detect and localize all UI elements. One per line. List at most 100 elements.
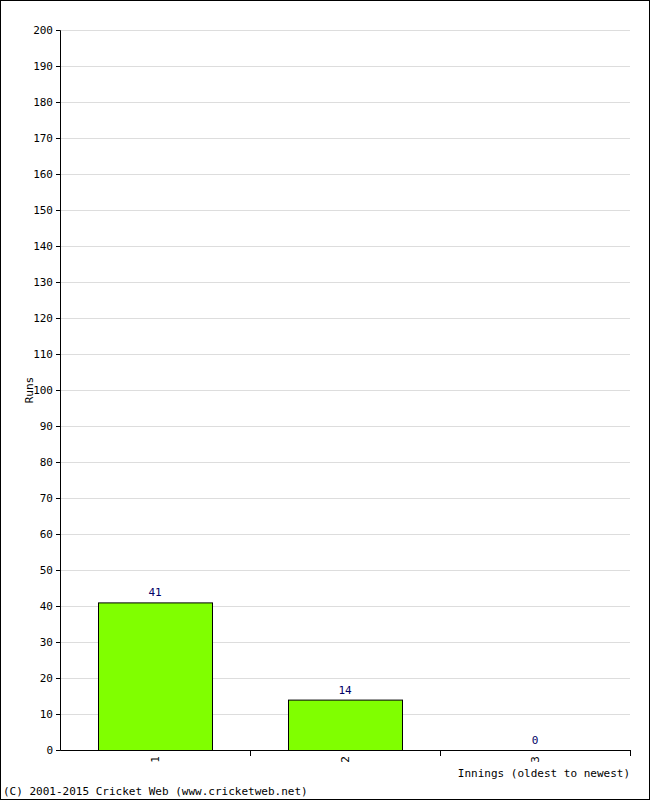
y-tick-label: 120 (33, 312, 53, 325)
grid-line (60, 498, 630, 499)
y-tick-label: 20 (40, 672, 53, 685)
y-tick-mark (56, 102, 60, 103)
x-axis-title: Innings (oldest to newest) (458, 767, 630, 780)
y-tick-label: 70 (40, 492, 53, 505)
bars (99, 603, 403, 750)
y-tick: 70 (40, 492, 60, 505)
plot: 0102030405060708090100110120130140150160… (33, 24, 630, 763)
y-tick: 140 (33, 240, 60, 253)
y-tick: 160 (33, 168, 60, 181)
y-tick-label: 90 (40, 420, 53, 433)
y-tick-mark (56, 750, 60, 751)
x-separator (630, 750, 631, 756)
y-tick: 50 (40, 564, 60, 577)
y-tick: 200 (33, 24, 60, 37)
y-tick-mark (56, 318, 60, 319)
y-tick-label: 110 (33, 348, 53, 361)
frame (1, 1, 650, 800)
y-tick-label: 140 (33, 240, 53, 253)
y-tick: 0 (46, 744, 60, 757)
y-tick-mark (56, 678, 60, 679)
y-tick-mark (56, 390, 60, 391)
y-tick: 100 (33, 384, 60, 397)
y-tick: 40 (40, 600, 60, 613)
y-tick-label: 170 (33, 132, 53, 145)
y-tick: 80 (40, 456, 60, 469)
grid-line (60, 462, 630, 463)
y-tick: 180 (33, 96, 60, 109)
x-separator (250, 750, 251, 756)
data-label: 0 (532, 734, 539, 747)
y-tick-mark (56, 426, 60, 427)
y-tick-mark (56, 66, 60, 67)
y-tick: 10 (40, 708, 60, 721)
grid-line (60, 246, 630, 247)
y-tick-label: 80 (40, 456, 53, 469)
chart: 0102030405060708090100110120130140150160… (0, 0, 650, 800)
grid-line (60, 210, 630, 211)
grid (60, 31, 630, 751)
grid-line (60, 174, 630, 175)
y-tick-label: 60 (40, 528, 53, 541)
x-tick-label: 2 (339, 756, 352, 763)
data-labels: 41 14 0 (148, 586, 538, 747)
y-tick-mark (56, 282, 60, 283)
annotation: (C) 2001-2015 Cricket Web (www.cricketwe… (3, 785, 308, 798)
grid-line (60, 138, 630, 139)
x-tick-label: 3 (529, 756, 542, 763)
x-tick: 3 (529, 750, 542, 763)
grid-line (60, 750, 630, 751)
y-tick-mark (56, 138, 60, 139)
y-tick: 20 (40, 672, 60, 685)
y-tick-mark (56, 30, 60, 31)
x-tick: 1 (149, 750, 162, 763)
grid-line (60, 102, 630, 103)
bar (99, 603, 213, 750)
x-separator (440, 750, 441, 756)
bar (289, 700, 403, 750)
y-axis-title: Runs (23, 377, 36, 404)
grid-line (60, 534, 630, 535)
y-tick: 60 (40, 528, 60, 541)
data-label: 41 (148, 586, 161, 599)
y-tick-mark (56, 570, 60, 571)
y-tick-label: 50 (40, 564, 53, 577)
grid-line (60, 570, 630, 571)
y-tick-label: 150 (33, 204, 53, 217)
y-tick: 90 (40, 420, 60, 433)
y-tick-label: 100 (33, 384, 53, 397)
y-tick: 30 (40, 636, 60, 649)
y-tick-mark (56, 498, 60, 499)
y-tick-label: 190 (33, 60, 53, 73)
grid-line (60, 282, 630, 283)
y-tick-label: 160 (33, 168, 53, 181)
y-axis: 0 10 20 30 40 50 60 70 80 90 100 110 120 130 140 150 160… (33, 24, 60, 757)
grid-line (60, 354, 630, 355)
x-tick: 2 (339, 750, 352, 763)
x-axis-line (61, 750, 631, 751)
x-separators (251, 750, 631, 756)
y-tick: 170 (33, 132, 60, 145)
y-tick-label: 180 (33, 96, 53, 109)
y-tick: 150 (33, 204, 60, 217)
y-tick-label: 10 (40, 708, 53, 721)
y-tick-label: 40 (40, 600, 53, 613)
y-tick-mark (56, 714, 60, 715)
grid-line (60, 390, 630, 391)
x-tick-label: 1 (149, 756, 162, 763)
y-tick-label: 200 (33, 24, 53, 37)
grid-line (60, 30, 630, 31)
y-tick-mark (56, 174, 60, 175)
y-tick: 110 (33, 348, 60, 361)
data-label: 14 (338, 684, 352, 697)
y-tick: 190 (33, 60, 60, 73)
y-tick: 130 (33, 276, 60, 289)
y-tick-mark (56, 606, 60, 607)
x-axis: 1 2 3 (61, 750, 631, 763)
y-axis-line (56, 31, 61, 751)
y-tick-mark (56, 462, 60, 463)
grid-line (60, 426, 630, 427)
y-tick: 120 (33, 312, 60, 325)
y-tick-label: 30 (40, 636, 53, 649)
grid-line (60, 66, 630, 67)
